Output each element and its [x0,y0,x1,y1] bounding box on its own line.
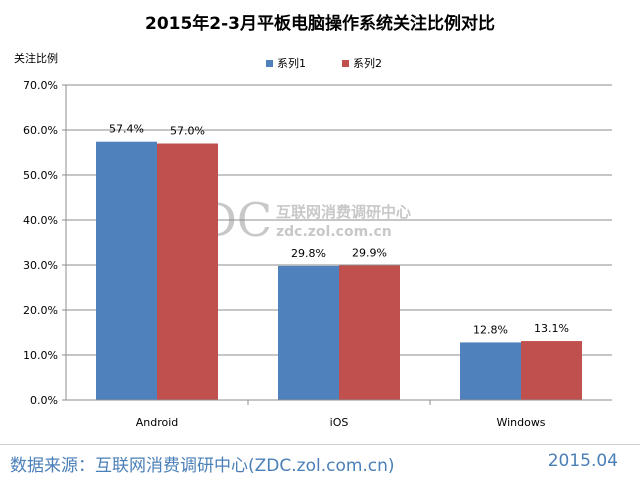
x-category-label: Android [136,416,179,429]
watermark-name: 互联网消费调研中心 [276,203,411,221]
y-tick-label: 10.0% [23,349,58,362]
legend-label: 系列1 [277,56,306,70]
legend: 系列1 系列2 [266,56,382,70]
bar-1-ios [278,265,339,400]
footer-date: 2015.04 [547,451,618,471]
bar-2-windows [521,341,582,400]
bar-1-windows [460,342,521,400]
data-label: 13.1% [534,322,569,335]
y-tick-label: 70.0% [23,79,58,92]
legend-swatch [342,60,349,67]
x-category-label: iOS [330,416,349,429]
bar-2-ios [339,265,400,400]
y-tick-label: 60.0% [23,124,58,137]
data-label: 29.9% [352,246,387,259]
legend-label: 系列2 [353,56,382,70]
bar-2-android [157,143,218,400]
axes [65,85,612,405]
x-category-label: Windows [496,416,545,429]
watermark-url: zdc.zol.com.cn [276,224,392,240]
data-label: 29.8% [291,247,326,260]
bar-1-android [96,141,157,400]
legend-swatch [266,60,273,67]
y-tick-label: 0.0% [30,394,58,407]
data-label: 57.0% [170,125,205,138]
data-label: 57.4% [109,123,144,136]
y-tick-label: 40.0% [23,214,58,227]
y-tick-label: 30.0% [23,259,58,272]
footer: 数据来源：互联网消费调研中心(ZDC.zol.com.cn) 2015.04 [0,444,640,480]
bar-chart: 2015年2-3月平板电脑操作系统关注比例对比 关注比例 系列1 系列2 ZDC … [14,13,612,429]
bars [96,141,582,400]
y-axis-ticks: 0.0% 10.0% 20.0% 30.0% 40.0% 50.0% 60.0% 70.0% [23,79,66,407]
footer-source: 数据来源：互联网消费调研中心(ZDC.zol.com.cn) [10,456,395,476]
data-labels: 57.4% 57.0% 29.8% 29.9% 12.8% 13.1% [109,123,569,337]
x-axis-labels: Android iOS Windows [136,416,546,429]
y-tick-label: 50.0% [23,169,58,182]
data-label: 12.8% [473,323,508,336]
chart-title: 2015年2-3月平板电脑操作系统关注比例对比 [145,13,495,34]
y-tick-label: 20.0% [23,304,58,317]
y-axis-title: 关注比例 [14,51,58,65]
